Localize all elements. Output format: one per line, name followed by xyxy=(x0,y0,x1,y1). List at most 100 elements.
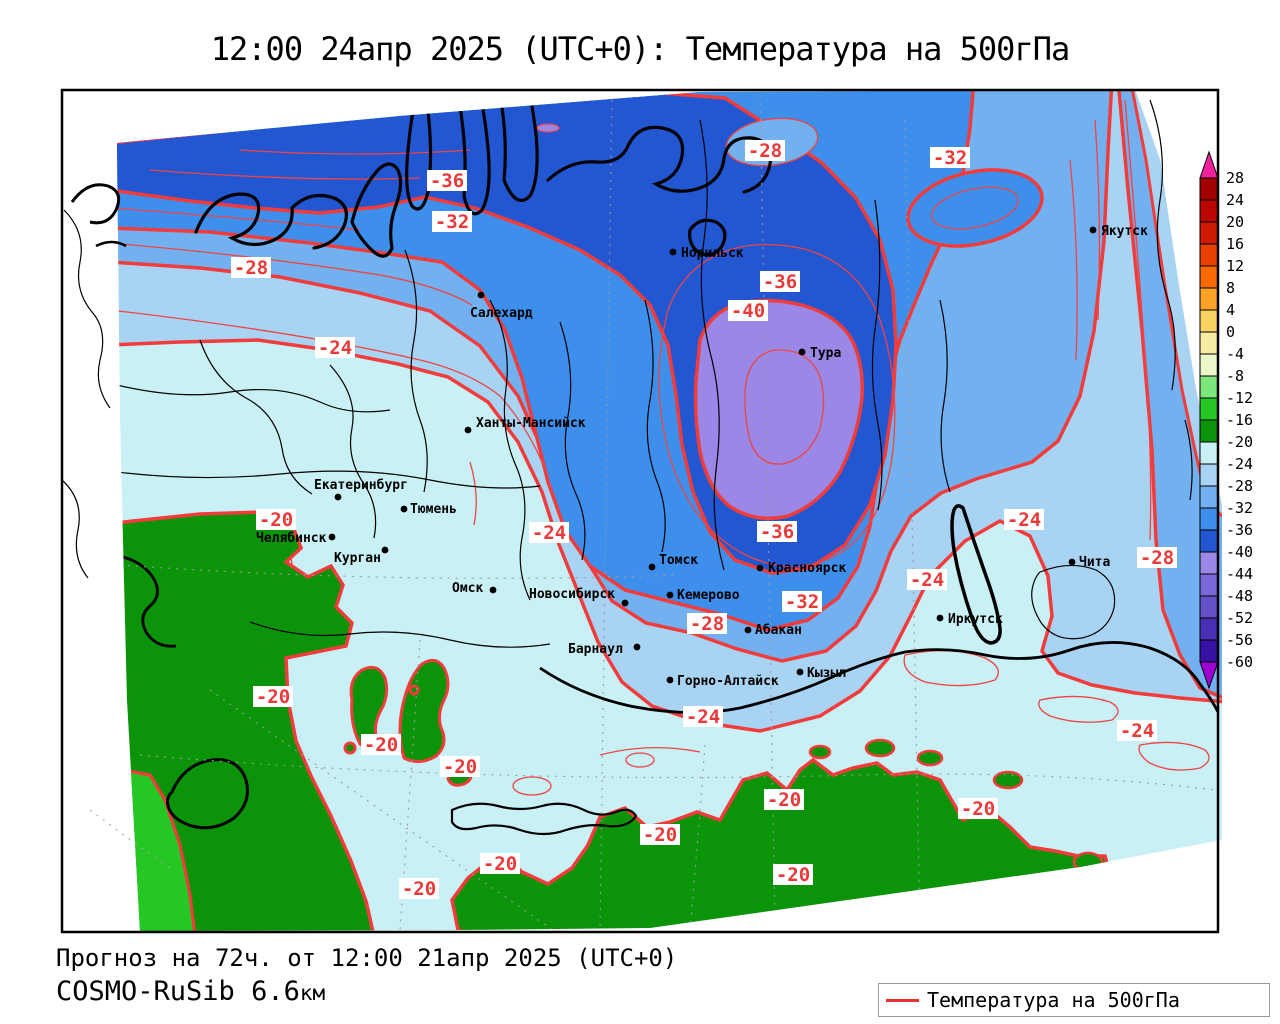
colorbar-tick: 4 xyxy=(1226,301,1235,319)
colorbar-tick: -28 xyxy=(1226,477,1253,495)
colorbar-segment xyxy=(1200,574,1218,596)
contour-label: -28 xyxy=(690,613,724,635)
colorbar-tick: -48 xyxy=(1226,587,1253,605)
contour-label: -20 xyxy=(443,756,477,778)
colorbar-segment xyxy=(1200,420,1218,442)
map-canvas: Норильск Салехард Тура Ханты-Мансийск Екатер… xyxy=(0,0,1280,1024)
city-label: Якутск xyxy=(1101,224,1148,239)
colorbar-tick: -56 xyxy=(1226,631,1253,649)
city-label: Ханты-Мансийск xyxy=(476,416,586,431)
city-marker xyxy=(937,615,944,622)
city-marker xyxy=(757,565,764,572)
contour-label: -24 xyxy=(318,337,352,359)
city-label: Иркутск xyxy=(948,612,1003,627)
colorbar-tick: -4 xyxy=(1226,345,1244,363)
colorbar-segment xyxy=(1200,266,1218,288)
contour-label: -20 xyxy=(643,824,677,846)
city-marker xyxy=(670,249,677,256)
city-label: Томск xyxy=(659,553,698,568)
colorbar-tick: -8 xyxy=(1226,367,1244,385)
city-label: Красноярск xyxy=(768,561,846,576)
city-marker xyxy=(382,547,389,554)
contour-label: -28 xyxy=(234,257,268,279)
contour-label: -20 xyxy=(256,686,290,708)
forecast-info: Прогноз на 72ч. от 12:00 21апр 2025 (UTC… xyxy=(56,944,677,972)
city-marker xyxy=(667,677,674,684)
contour-label: -36 xyxy=(763,271,797,293)
colorbar-segment xyxy=(1200,398,1218,420)
colorbar-segment xyxy=(1200,178,1218,200)
contour-label: -28 xyxy=(1140,547,1174,569)
colorbar-segment xyxy=(1200,596,1218,618)
colorbar-segment xyxy=(1200,530,1218,552)
city-marker xyxy=(1069,559,1076,566)
city-marker xyxy=(401,506,408,513)
colorbar-tick: 20 xyxy=(1226,213,1244,231)
city-marker xyxy=(465,427,472,434)
colorbar: 2824201612840-4-8-12-16-20-24-28-32-36-4… xyxy=(1200,152,1253,688)
city-label: Омск xyxy=(452,581,483,596)
city-marker xyxy=(622,600,629,607)
colorbar-segment xyxy=(1200,618,1218,640)
colorbar-tick: -16 xyxy=(1226,411,1253,429)
city-marker xyxy=(329,534,336,541)
contour-label: -20 xyxy=(259,509,293,531)
contour-label: -24 xyxy=(1007,509,1041,531)
contour-label: -36 xyxy=(430,170,464,192)
weather-map-page: 12:00 24апр 2025 (UTC+0): Температура на… xyxy=(0,0,1280,1024)
contour-label: -32 xyxy=(933,147,967,169)
city-marker xyxy=(478,292,485,299)
city-label: Абакан xyxy=(755,623,802,638)
city-marker xyxy=(797,669,804,676)
colorbar-segment xyxy=(1200,222,1218,244)
city-label: Норильск xyxy=(681,246,744,261)
colorbar-tick: -24 xyxy=(1226,455,1253,473)
city-marker xyxy=(490,587,497,594)
contour-label: -24 xyxy=(686,706,720,728)
colorbar-tick: 28 xyxy=(1226,169,1244,187)
legend-line-sample xyxy=(886,999,919,1002)
contour-label: -20 xyxy=(483,853,517,875)
city-label: Курган xyxy=(334,551,381,566)
city-marker xyxy=(634,644,641,651)
colorbar-segment xyxy=(1200,552,1218,574)
contour-label: -20 xyxy=(364,734,398,756)
colorbar-segment xyxy=(1200,442,1218,464)
city-label: Кызыл xyxy=(807,666,846,681)
colorbar-over-arrow xyxy=(1200,152,1218,178)
colorbar-segment xyxy=(1200,508,1218,530)
city-label: Чита xyxy=(1079,555,1110,570)
legend-label: Температура на 500гПа xyxy=(927,988,1180,1012)
contour-label: -24 xyxy=(1120,720,1154,742)
city-label: Новосибирск xyxy=(529,587,615,602)
colorbar-segment xyxy=(1200,332,1218,354)
city-marker xyxy=(335,494,342,501)
contour-label: -20 xyxy=(961,798,995,820)
city-label: Горно-Алтайск xyxy=(677,674,779,689)
contour-label: -24 xyxy=(910,569,944,591)
colorbar-tick: 24 xyxy=(1226,191,1244,209)
colorbar-tick: -32 xyxy=(1226,499,1253,517)
colorbar-segment xyxy=(1200,244,1218,266)
colorbar-tick: -36 xyxy=(1226,521,1253,539)
city-marker xyxy=(799,349,806,356)
city-marker xyxy=(667,592,674,599)
city-label: Тура xyxy=(810,346,841,361)
legend: Температура на 500гПа xyxy=(878,983,1270,1017)
city-label: Тюмень xyxy=(410,502,457,517)
colorbar-tick: -20 xyxy=(1226,433,1253,451)
city-marker xyxy=(745,627,752,634)
colorbar-segment xyxy=(1200,310,1218,332)
colorbar-segment xyxy=(1200,464,1218,486)
colorbar-tick: 8 xyxy=(1226,279,1235,297)
model-unit: км xyxy=(300,981,325,1005)
city-label: Салехард xyxy=(470,306,533,321)
colorbar-tick: -12 xyxy=(1226,389,1253,407)
city-label: Кемерово xyxy=(677,588,740,603)
contour-label: -28 xyxy=(748,140,782,162)
contour-label: -24 xyxy=(532,522,566,544)
colorbar-segment xyxy=(1200,376,1218,398)
city-label: Екатеринбург xyxy=(314,478,408,493)
city-label: Челябинск xyxy=(256,531,327,546)
colorbar-segment xyxy=(1200,288,1218,310)
